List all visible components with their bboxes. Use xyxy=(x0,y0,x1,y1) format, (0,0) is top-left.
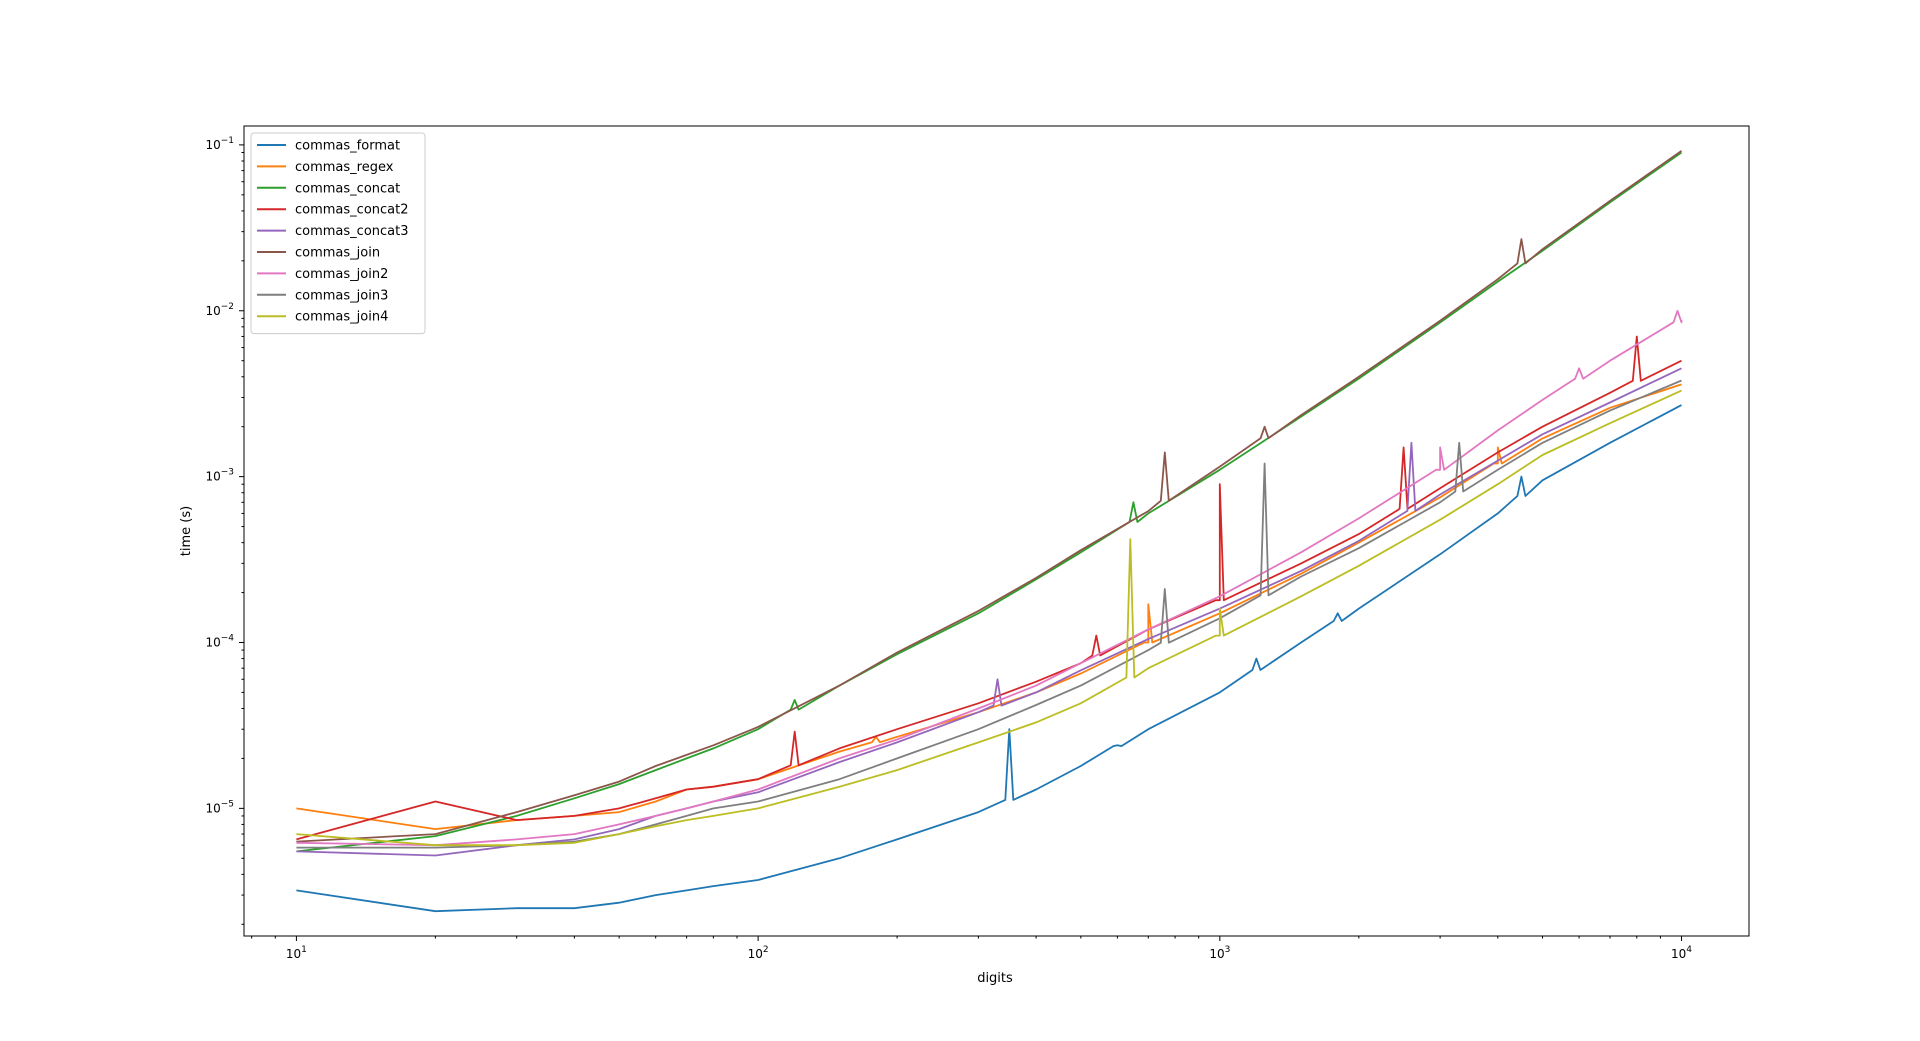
x-tick-label: 103 xyxy=(1209,945,1230,961)
series-line-commas-join3 xyxy=(296,379,1682,849)
legend-label: commas_join2 xyxy=(295,267,388,282)
legend-label: commas_concat2 xyxy=(295,203,409,218)
y-tick-label: 10−3 xyxy=(205,468,234,484)
y-tick-label: 10−1 xyxy=(205,136,234,152)
series-layer xyxy=(296,150,1683,913)
series-line-commas-join4 xyxy=(296,389,1682,847)
legend: commas_format commas_regex commas_concatco… xyxy=(250,132,426,335)
y-tick-label: 10−4 xyxy=(205,633,234,649)
legend-label: commas_regex xyxy=(295,160,394,175)
legend-frame xyxy=(250,132,426,335)
y-tick-label: 10−5 xyxy=(205,799,234,815)
plot-frame xyxy=(243,125,1750,937)
x-axis: 101 102 103 104 xyxy=(251,936,1692,961)
legend-label: commas_join4 xyxy=(295,310,388,325)
series-line-commas-format xyxy=(296,404,1682,913)
series-line-commas-join xyxy=(296,150,1683,843)
series-line-commas-concat2 xyxy=(296,335,1682,841)
y-tick-label: 10−2 xyxy=(205,302,234,318)
series-line-commas-concat3 xyxy=(296,367,1682,857)
legend-label: commas_join3 xyxy=(295,288,388,303)
y-axis-label: time (s) xyxy=(179,506,194,556)
legend-label: commas_format xyxy=(295,139,400,154)
legend-label: commas_join xyxy=(295,246,380,261)
x-axis-label: digits xyxy=(977,971,1013,986)
x-tick-label: 101 xyxy=(286,945,307,961)
legend-label: commas_concat xyxy=(295,181,400,196)
legend-label: commas_concat3 xyxy=(295,224,409,239)
series-line-commas-regex xyxy=(296,383,1682,830)
y-axis: 10−5 10−4 10−3 10−2 10−1 xyxy=(205,136,244,925)
series-line-commas-concat xyxy=(296,151,1683,853)
x-tick-label: 104 xyxy=(1671,945,1692,961)
x-tick-label: 102 xyxy=(748,945,769,961)
